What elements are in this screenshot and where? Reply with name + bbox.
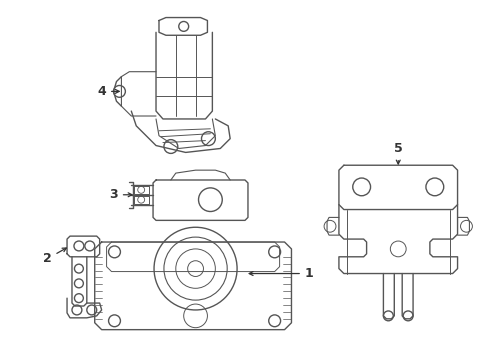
Text: 2: 2 — [43, 248, 66, 265]
Text: 1: 1 — [249, 267, 314, 280]
Text: 3: 3 — [109, 188, 132, 201]
Text: 5: 5 — [394, 142, 403, 164]
Text: 4: 4 — [98, 85, 119, 98]
